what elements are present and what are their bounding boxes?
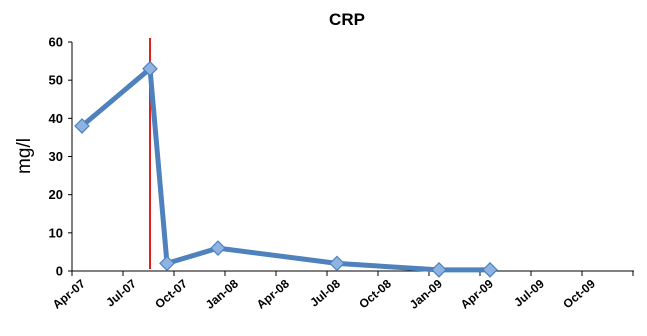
data-point <box>482 262 498 278</box>
y-tick-label: 0 <box>56 264 63 279</box>
x-tick-label: Oct-09 <box>560 276 598 311</box>
x-tick-label: Oct-07 <box>152 276 190 311</box>
y-tick-label: 40 <box>49 111 63 126</box>
x-tick-label: Jan-09 <box>407 276 445 311</box>
x-tick-label: Jul-09 <box>511 276 547 309</box>
x-tick-label: Jan-08 <box>203 276 241 311</box>
x-tick-label: Apr-08 <box>254 276 292 311</box>
x-tick-label: Apr-09 <box>458 276 496 311</box>
data-point <box>329 255 345 272</box>
data-point <box>431 262 447 278</box>
y-tick-label: 60 <box>49 35 63 50</box>
x-tick-label: Jul-07 <box>103 276 139 309</box>
y-tick-label: 30 <box>49 149 63 164</box>
y-tick-label: 10 <box>49 225 63 240</box>
x-tick-label: Oct-08 <box>356 276 394 311</box>
axes: 0 10 20 30 40 50 60 Apr-07 Jul-07 Oct-07 Jan-08 Apr… <box>49 35 634 312</box>
y-axis-label: mg/l <box>14 138 35 174</box>
x-tick-label: Jul-08 <box>307 276 343 309</box>
data-point <box>142 60 158 77</box>
chart-title: CRP <box>329 10 365 29</box>
series-group <box>74 60 498 278</box>
data-point <box>210 240 226 256</box>
y-tick-label: 50 <box>49 73 63 88</box>
data-point <box>159 255 175 272</box>
series-line <box>79 66 493 273</box>
y-tick-label: 20 <box>49 187 63 202</box>
x-tick-label: Apr-07 <box>50 276 88 311</box>
data-point <box>74 118 90 134</box>
